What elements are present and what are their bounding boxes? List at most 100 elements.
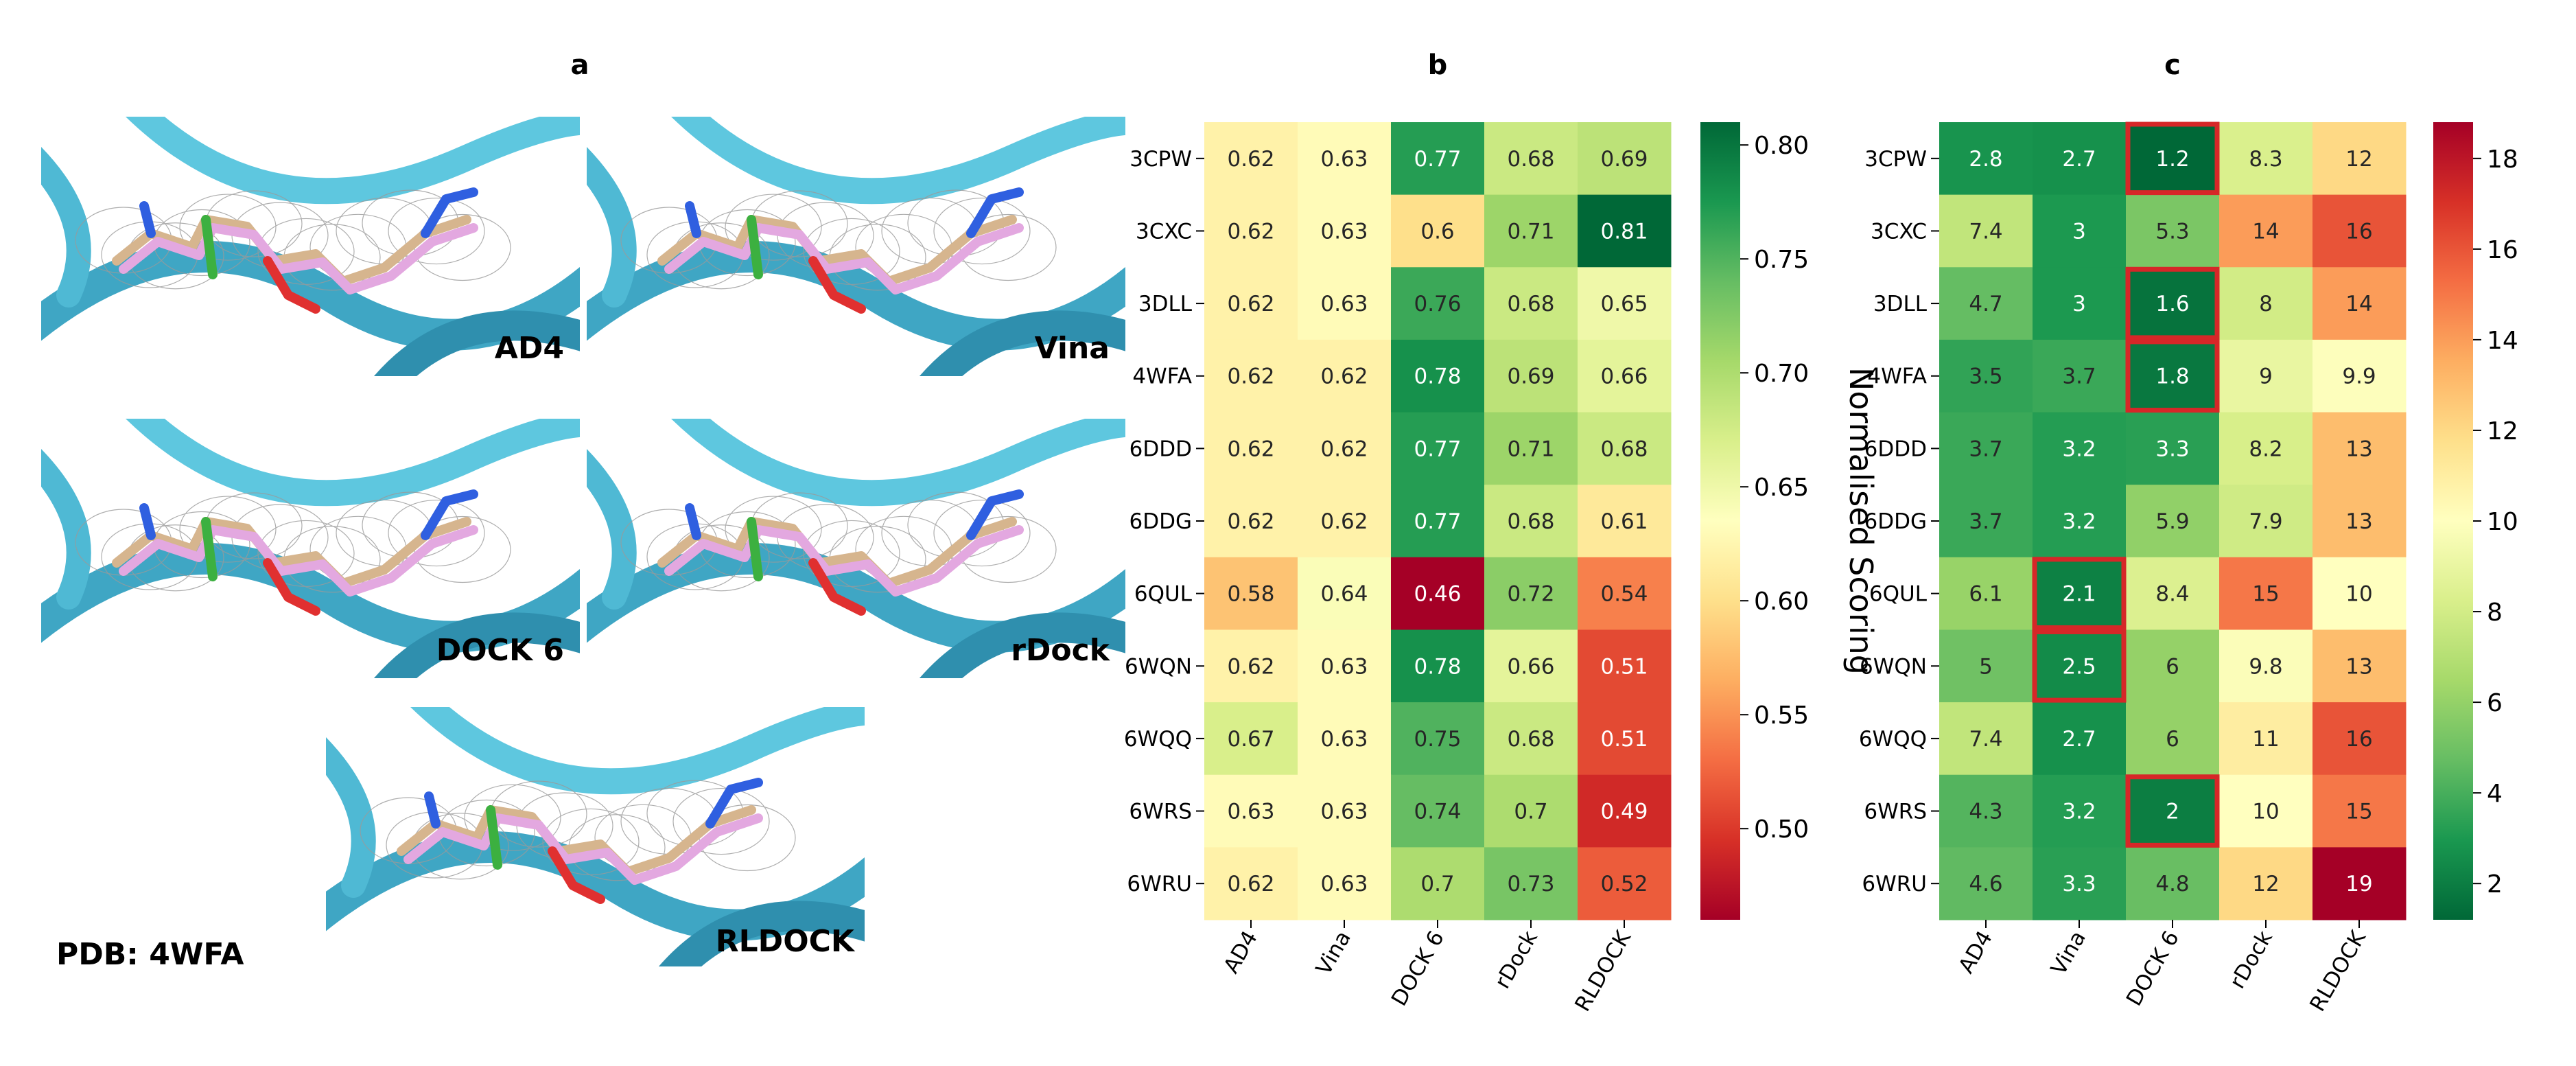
cell-value-label: 0.6: [1420, 219, 1454, 244]
colorbar-tick-label: 4: [2487, 780, 2503, 808]
cell-value-label: 4.3: [1969, 800, 2002, 824]
column-label: RLDOCK: [2305, 926, 2371, 1015]
row-label: 6DDG: [1864, 509, 1928, 534]
colorbar-tick-label: 0.75: [1754, 246, 1809, 274]
row-label: 6WRS: [1129, 800, 1192, 824]
column-label: AD4: [1219, 927, 1263, 977]
cell-value-label: 14: [2252, 219, 2279, 244]
cell-value-label: 0.62: [1227, 509, 1274, 534]
cell-value-label: 6: [2166, 727, 2179, 752]
highlight-box: [2032, 629, 2127, 703]
cell-value-label: 3.3: [2062, 872, 2096, 896]
row-label: 6WQQ: [1859, 727, 1927, 752]
cell-value-label: 13: [2345, 654, 2372, 679]
highlight-box: [2125, 339, 2220, 413]
cell-value-label: 0.46: [1414, 582, 1461, 607]
cell-value-label: 2.7: [2062, 727, 2096, 752]
cell-value-label: 2.8: [1969, 147, 2002, 172]
heatmap-cell: [2219, 774, 2313, 848]
heatmap-cell: [1939, 412, 2033, 485]
cell-value-label: 0.77: [1414, 509, 1461, 534]
cell-value-label: 10: [2252, 800, 2279, 824]
row-label: 6WQN: [1860, 654, 1927, 679]
heatmap-cell: [1391, 847, 1485, 920]
heatmap-cell: [1298, 485, 1392, 558]
cell-value-label: 3.2: [2062, 437, 2096, 461]
heatmap-cell: [1298, 122, 1392, 196]
colorbar-tick-label: 0.80: [1754, 132, 1809, 160]
heatmap-cell: [2312, 485, 2407, 558]
cell-value-label: 19: [2345, 872, 2372, 896]
heatmap-cell: [1204, 774, 1298, 848]
heatmap-cell: [2126, 267, 2220, 340]
heatmap-cell: [1484, 194, 1578, 268]
cell-value-label: 4.6: [1969, 872, 2002, 896]
heatmap-cell: [2033, 339, 2127, 413]
row-label: 3CXC: [1136, 219, 1192, 244]
heatmap-cell: [1391, 557, 1485, 630]
cell-value-label: 0.62: [1227, 654, 1274, 679]
heatmap-cell: [1939, 847, 2033, 920]
row-label: 6WQN: [1125, 654, 1192, 679]
cell-value-label: 8.4: [2155, 582, 2189, 607]
cell-value-label: 14: [2345, 292, 2372, 316]
heatmap-cell: [2126, 485, 2220, 558]
heatmap-cell: [1391, 412, 1485, 485]
heatmap-cell: [1578, 122, 1672, 196]
docking-pose-image: Vina: [587, 117, 1125, 376]
row-label: 6QUL: [1134, 582, 1193, 607]
cell-value-label: 0.52: [1600, 872, 1648, 896]
row-label: 6DDD: [1129, 437, 1192, 461]
cell-value-label: 4.8: [2155, 872, 2189, 896]
heatmap-cell: [1578, 485, 1672, 558]
colorbar-label: Normalised Scoring: [1842, 367, 1880, 675]
heatmap-cell: [1204, 412, 1298, 485]
heatmap-cell: [2126, 847, 2220, 920]
cell-value-label: 0.74: [1414, 800, 1461, 824]
heatmap-cell: [1578, 557, 1672, 630]
colorbar-tick-label: 8: [2487, 599, 2503, 627]
colorbar-tick-label: 0.70: [1754, 360, 1809, 388]
colorbar-tick-label: 0.65: [1754, 474, 1809, 502]
colorbar-tick-label: 14: [2487, 327, 2518, 355]
heatmap-cell: [2312, 412, 2407, 485]
row-label: 6WQQ: [1124, 727, 1192, 752]
heatmap-cell: [1939, 485, 2033, 558]
heatmap-cell: [2126, 557, 2220, 630]
heatmap-cell: [1391, 339, 1485, 413]
cell-value-label: 0.63: [1320, 292, 1368, 316]
cell-value-label: 11: [2252, 727, 2279, 752]
cell-value-label: 0.77: [1414, 437, 1461, 461]
colorbar-tick-label: 0.60: [1754, 588, 1809, 616]
column-label: rDock: [1490, 927, 1542, 993]
cell-value-label: 0.72: [1507, 582, 1554, 607]
cell-value-label: 8.2: [2249, 437, 2282, 461]
colorbar-tick-label: 16: [2487, 236, 2518, 264]
cell-value-label: 0.78: [1414, 654, 1461, 679]
heatmap-cell: [1204, 702, 1298, 776]
cell-value-label: 0.71: [1507, 219, 1554, 244]
heatmap-cell: [2126, 702, 2220, 776]
highlight-box: [2125, 266, 2220, 340]
cell-value-label: 0.51: [1600, 654, 1648, 679]
column-label: RLDOCK: [1570, 926, 1636, 1015]
row-label: 3CPW: [1864, 147, 1927, 172]
cell-value-label: 13: [2345, 509, 2372, 534]
heatmap-cell: [2126, 194, 2220, 268]
cell-value-label: 0.65: [1600, 292, 1648, 316]
heatmap-cell: [1391, 267, 1485, 340]
cell-value-label: 3: [2072, 219, 2086, 244]
cell-value-label: 0.63: [1320, 147, 1368, 172]
panel-b-heatmap: b 0.62 0.63 0.77 0.68 0.69 0.62 0.63 0.6 0.71 0.81…: [1124, 49, 1880, 1016]
heatmap-cell: [1578, 412, 1672, 485]
column-label: Vina: [2046, 927, 2091, 980]
row-label: 6QUL: [1869, 582, 1928, 607]
heatmap-cell: [1204, 629, 1298, 703]
highlight-box: [2125, 121, 2220, 196]
cell-value-label: 0.69: [1600, 147, 1648, 172]
panel-label: c: [2164, 49, 2181, 81]
heatmap-cell: [2312, 122, 2407, 196]
colorbar: [2433, 122, 2473, 920]
cell-value-label: 0.81: [1600, 219, 1648, 244]
heatmap-cell: [2219, 194, 2313, 268]
